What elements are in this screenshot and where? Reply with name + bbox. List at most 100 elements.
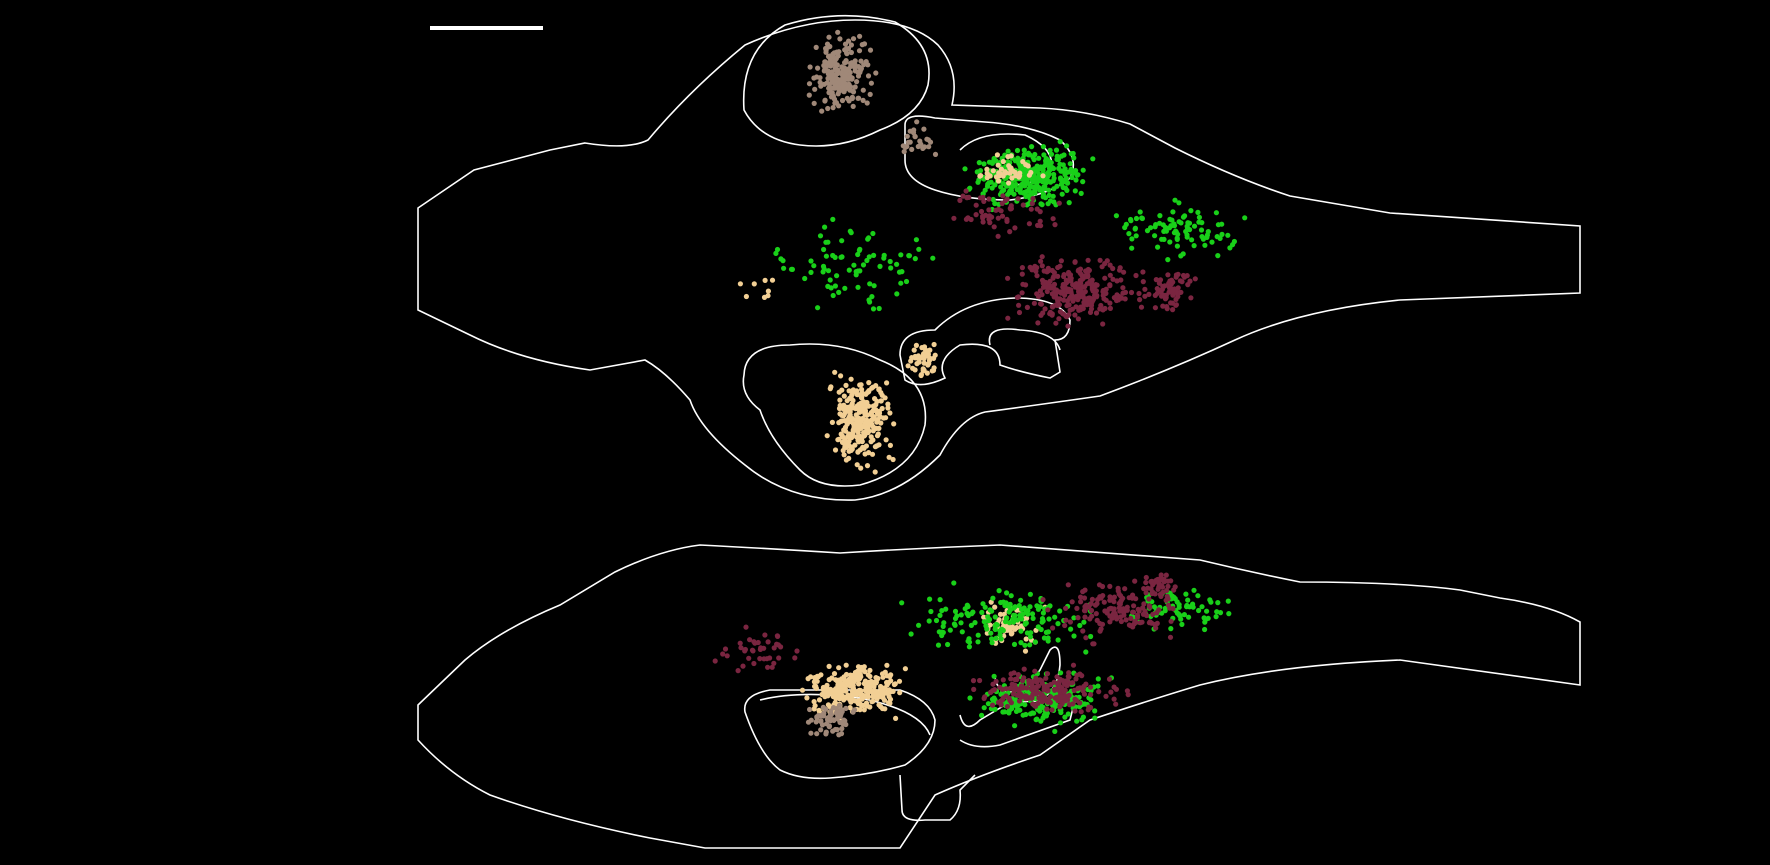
green-cell-dot [839,254,845,260]
maroon-cell-dot [1106,676,1113,682]
maroon-cell-dot [1029,267,1035,273]
green-cell-dot [847,228,853,234]
maroon-cell-dot [973,202,979,208]
beige-cell-dot [995,178,1002,184]
maroon-cell-dot [743,624,749,630]
maroon-cell-dot [1038,258,1044,264]
maroon-cell-dot [1057,703,1063,709]
beige-cell-dot [855,422,862,428]
green-cell-dot [1067,169,1074,175]
green-cell-dot [1128,218,1134,224]
maroon-cell-dot [1089,277,1095,283]
maroon-cell-dot [771,645,777,651]
maroon-cell-dot [986,207,992,213]
maroon-cell-dot [1062,622,1068,629]
beige-cell-dot [891,681,898,688]
taupe-cell-dot [836,85,842,91]
beige-cell-dot [926,361,932,367]
taupe-cell-dot [821,81,827,87]
green-cell-dot [990,196,996,203]
green-cell-dot [1006,708,1013,714]
taupe-cell-dot [852,84,858,90]
beige-cell-dot [857,689,864,695]
beige-cell-dot [858,465,864,471]
beige-cell-dot [1002,169,1008,175]
beige-cell-dot [1010,624,1016,630]
green-cell-dot [1173,229,1179,235]
green-cell-dot [1198,227,1205,233]
maroon-cell-dot [1097,257,1103,263]
green-cell-dot [887,258,893,265]
taupe-cell-dot [835,29,841,35]
green-cell-dot [1176,604,1182,610]
green-cell-dot [1040,715,1046,721]
green-cell-dot [1032,639,1038,645]
green-cell-dot [853,272,859,278]
maroon-cell-dot [951,215,957,221]
green-cell-dot [1185,597,1191,603]
maroon-cell-dot [991,224,997,230]
maroon-cell-dot [752,640,758,646]
green-cell-dot [1204,234,1210,240]
maroon-cell-dot [1118,618,1124,625]
beige-cell-dot [893,715,899,722]
maroon-cell-dot [1044,671,1051,677]
maroon-cell-dot [1167,605,1173,611]
green-cell-dot [1080,179,1086,185]
maroon-cell-dot [1154,577,1160,583]
maroon-cell-dot [1023,693,1029,699]
maroon-cell-dot [990,702,996,708]
beige-cell-dot [843,671,850,678]
maroon-cell-dot [1041,268,1047,274]
maroon-cell-dot [986,196,992,202]
beige-cell-dot [816,707,822,714]
green-cell-dot [839,238,845,244]
maroon-cell-dot [1021,666,1027,672]
maroon-cell-dot [964,195,970,201]
green-cell-dot [988,630,994,636]
green-cell-dot [1036,171,1042,177]
taupe-cell-dot [833,706,840,712]
beige-cell-dot [858,674,864,680]
green-cell-dot [866,254,872,260]
beige-cell-dot [833,686,839,692]
green-cell-dot [1213,210,1219,216]
beige-cell-dot [811,699,817,705]
taupe-cell-dot [831,50,837,56]
beige-cell-dot [931,341,937,348]
maroon-cell-dot [1154,620,1160,627]
maroon-cell-dot [1045,688,1051,694]
green-cell-dot [966,639,973,645]
beige-cell-dot [828,384,834,390]
green-cell-dot [1036,185,1042,191]
green-cell-dot [1007,601,1013,608]
green-cell-dot [821,246,827,253]
green-cell-dot [1189,237,1195,243]
maroon-cell-dot [1030,701,1036,707]
maroon-cell-dot [1083,268,1089,274]
green-cell-dot [1133,233,1139,239]
maroon-cell-dot [1064,278,1070,284]
maroon-cell-dot [1170,292,1176,298]
beige-cell-dot [862,451,868,457]
beige-cell-dot [988,599,994,605]
maroon-cell-dot [1023,282,1029,288]
dorsal-brain-outline [417,19,1581,501]
maroon-cell-dot [1121,269,1127,275]
maroon-cell-dot [1076,267,1082,273]
green-cell-dot [1052,728,1058,735]
maroon-cell-dot [1171,587,1177,593]
green-cell-dot [846,267,852,273]
beige-cell-dot [850,430,856,436]
green-cell-dot [1199,604,1205,610]
maroon-cell-dot [1037,288,1043,294]
taupe-cell-dot [848,60,854,66]
green-cell-dot [1045,201,1051,207]
beige-cell-dot [843,688,849,694]
beige-cell-dot [872,469,878,475]
taupe-cell-dot [826,34,832,40]
green-cell-dot [1074,718,1080,724]
green-cell-dot [1043,159,1050,165]
beige-cell-dot [862,401,868,407]
taupe-cell-dot [900,143,906,149]
